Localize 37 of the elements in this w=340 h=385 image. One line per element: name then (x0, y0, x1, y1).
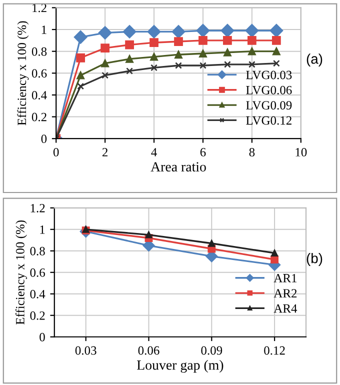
legend-label: AR2 (274, 289, 297, 298)
y-tick-label: 1 (42, 26, 46, 34)
x-tick-label: 4 (151, 148, 157, 156)
y-tick-label: 0 (41, 134, 47, 144)
x-tick-label: 0.06 (138, 346, 160, 355)
legend-label: AR1 (274, 274, 296, 282)
text: (b) (306, 253, 322, 266)
x-tick-label: 0 (53, 148, 59, 156)
y-tick-label: 0.6 (30, 268, 45, 277)
y-tick-label: 0.2 (30, 311, 45, 320)
y-axis-title: Efficiency x 100 (%) (17, 21, 29, 126)
legend-label: LVG0.03 (246, 70, 292, 80)
legend-label: LVG0.09 (246, 101, 292, 110)
y-tick-label: 1.2 (32, 4, 46, 12)
y-tick-label: 0 (40, 332, 45, 342)
y-tick-label: 0.4 (30, 290, 46, 298)
x-tick-label: 0.09 (201, 346, 222, 355)
y-tick-label: 0.4 (32, 90, 47, 100)
x-tick-label: 0.12 (264, 346, 285, 355)
y-tick-label: 0.6 (32, 69, 47, 78)
x-tick-label: 2 (102, 148, 108, 156)
legend-label: LVG0.12 (246, 116, 292, 125)
x-axis-title: Louver gap (m) (137, 360, 224, 373)
y-tick-label: 0.8 (30, 246, 45, 256)
x-tick-label: 10 (296, 148, 307, 156)
legend-label: LVG0.06 (246, 86, 292, 94)
x-tick-label: 6 (200, 148, 206, 156)
legend-label: AR4 (274, 304, 298, 313)
x-tick-label: 8 (249, 148, 255, 156)
x-tick-label: 0.03 (75, 346, 96, 355)
y-tick-label: 0.8 (32, 47, 47, 56)
y-tick-label: 1 (40, 225, 45, 234)
text: (a) (306, 54, 322, 67)
y-tick-label: 1.2 (30, 204, 45, 212)
y-tick-label: 0.2 (32, 112, 46, 122)
y-axis-title: Efficiency x 100 (%) (15, 220, 27, 324)
x-axis-title: Area ratio (150, 162, 206, 172)
